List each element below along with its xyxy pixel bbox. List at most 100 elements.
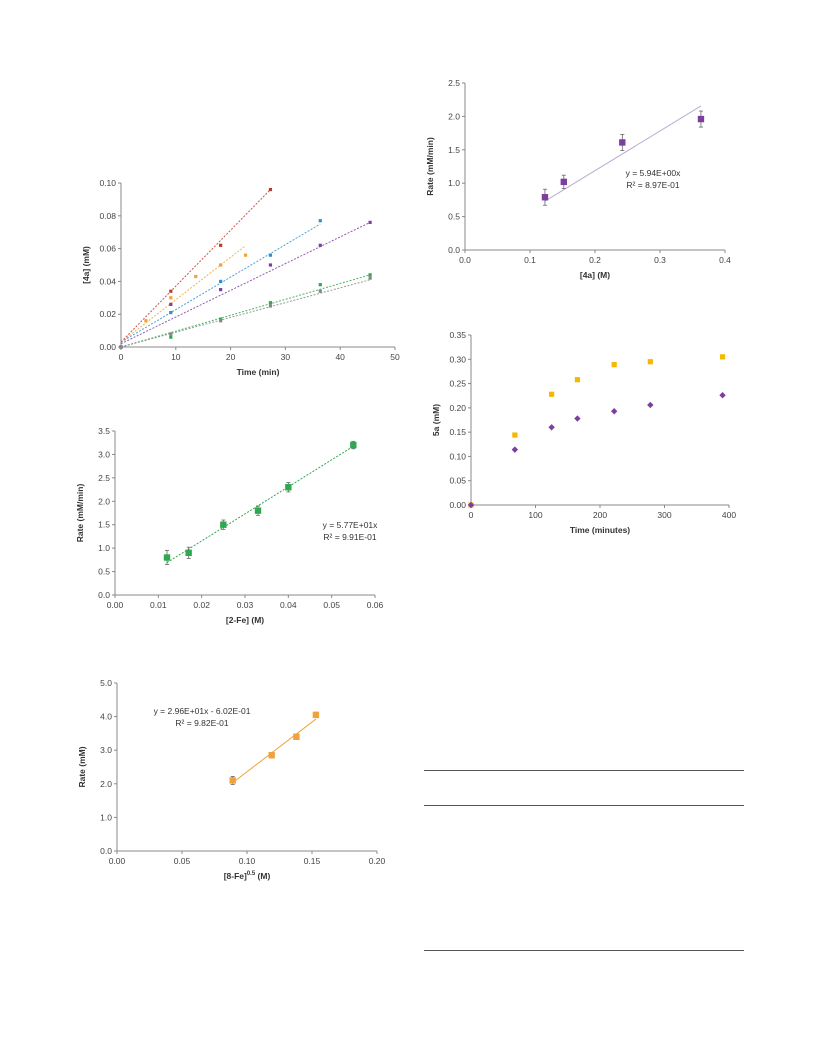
data-point (220, 521, 227, 528)
y-tick-label: 0.5 (98, 567, 110, 577)
x-tick-label: 0.3 (654, 255, 666, 265)
fit-r-squared: R² = 9.91E-01 (323, 532, 376, 542)
x-tick-label: 200 (593, 510, 607, 520)
data-point (647, 359, 653, 365)
table-top-rule (424, 770, 744, 771)
data-point (169, 289, 173, 293)
data-point (318, 243, 322, 247)
data-point (169, 296, 173, 300)
y-tick-label: 1.0 (100, 812, 112, 822)
data-point (169, 302, 173, 306)
x-tick-label: 100 (528, 510, 542, 520)
x-axis-label: Time (minutes) (570, 525, 630, 535)
data-point (318, 289, 322, 293)
kinetics-time-course-chart: 0 10 20 30 40 50 0.00 0.02 0.04 0.06 0.08 0.10 Time … (81, 178, 400, 377)
data-point (647, 401, 654, 409)
y-tick-label: 0.0 (98, 590, 110, 600)
x-tick-label: 0.00 (109, 856, 126, 866)
data-point (467, 501, 475, 509)
y-axis-label: Rate (mM) (77, 746, 87, 787)
trendline (120, 221, 371, 345)
x-tick-label: 0.10 (239, 856, 256, 866)
x-tick-label: 0.02 (193, 600, 210, 610)
data-point (268, 187, 273, 192)
trendline (232, 718, 317, 784)
data-point (268, 301, 273, 305)
y-tick-label: 0.10 (449, 451, 466, 461)
x-tick-label: 0.20 (369, 856, 386, 866)
data-point (219, 263, 223, 267)
x-axis-label: [4a] (M) (580, 270, 610, 280)
data-point (163, 554, 171, 561)
fit-equation: y = 5.77E+01x (323, 520, 379, 530)
data-point (318, 219, 322, 223)
y-tick-label: 0.02 (99, 309, 116, 319)
data-point (350, 441, 357, 449)
x-tick-label: 0.05 (174, 856, 191, 866)
x-tick-label: 50 (390, 352, 400, 362)
x-tick-label: 400 (722, 510, 736, 520)
data-point (229, 777, 236, 784)
y-tick-label: 0.20 (449, 403, 466, 413)
fit-equation: y = 2.96E+01x - 6.02E-01 (154, 706, 251, 716)
product-5a-time-course-chart: 0 100 200 300 400 0.00 0.05 0.10 0.15 0.20 0.25 0.3… (431, 330, 736, 535)
trendline (120, 245, 246, 343)
trendline (120, 189, 271, 343)
x-tick-label: 300 (657, 510, 671, 520)
y-tick-label: 2.5 (448, 78, 460, 88)
data-point (574, 377, 581, 383)
data-point (512, 432, 518, 438)
y-tick-label: 0.35 (449, 330, 466, 340)
x-tick-label: 0.03 (237, 600, 254, 610)
y-tick-label: 0.08 (99, 211, 116, 221)
data-point (611, 362, 617, 368)
y-tick-label: 3.0 (98, 449, 110, 459)
trendline (166, 445, 354, 563)
rate-vs-8fe-chart: 0.00 0.05 0.10 0.15 0.20 0.0 1.0 2.0 3.0 4.0 5.0 [8… (77, 678, 386, 881)
fit-r-squared: R² = 8.97E-01 (626, 180, 679, 190)
y-axis-label: [4a] (mM) (81, 246, 91, 284)
y-tick-label: 1.5 (98, 520, 110, 530)
x-tick-label: 10 (171, 352, 181, 362)
table-header-rule (424, 805, 744, 806)
x-tick-label: 0 (469, 510, 474, 520)
x-tick-label: 0.1 (524, 255, 536, 265)
y-tick-label: 0.10 (99, 178, 116, 188)
fit-r-squared: R² = 9.82E-01 (175, 718, 228, 728)
trendline (544, 105, 702, 202)
data-point (511, 446, 519, 453)
data-point (285, 484, 292, 491)
y-tick-label: 4.0 (100, 712, 112, 722)
data-point (243, 253, 248, 257)
x-axis-label: [2-Fe] (M) (226, 615, 264, 625)
y-tick-label: 0.00 (99, 342, 116, 352)
data-point (268, 304, 273, 308)
x-tick-label: 0.2 (589, 255, 601, 265)
data-point (219, 243, 223, 247)
fit-equation: y = 5.94E+00x (626, 168, 682, 178)
data-point (574, 415, 581, 422)
table-bottom-rule (424, 950, 744, 951)
x-tick-label: 0.05 (323, 600, 340, 610)
x-tick-label: 0.0 (459, 255, 471, 265)
x-tick-label: 0.00 (107, 600, 124, 610)
y-tick-label: 2.0 (448, 111, 460, 121)
data-point (719, 354, 726, 360)
data-point (610, 408, 618, 415)
data-point (194, 274, 198, 279)
data-point (312, 711, 320, 719)
trendline (120, 279, 371, 348)
data-point (268, 752, 275, 759)
data-point (119, 345, 123, 349)
data-point (268, 263, 273, 267)
data-point (368, 276, 372, 280)
x-tick-label: 30 (281, 352, 291, 362)
y-tick-label: 0.00 (449, 500, 466, 510)
y-axis-label: 5a (mM) (431, 404, 441, 436)
y-tick-label: 5.0 (100, 678, 112, 688)
data-point (719, 392, 726, 399)
data-point (549, 391, 555, 397)
data-point (268, 253, 273, 257)
rate-vs-2fe-chart: 0.00 0.01 0.02 0.03 0.04 0.05 0.06 0.0 0.5 1.0 1.5… (75, 426, 384, 625)
data-point (219, 317, 223, 321)
